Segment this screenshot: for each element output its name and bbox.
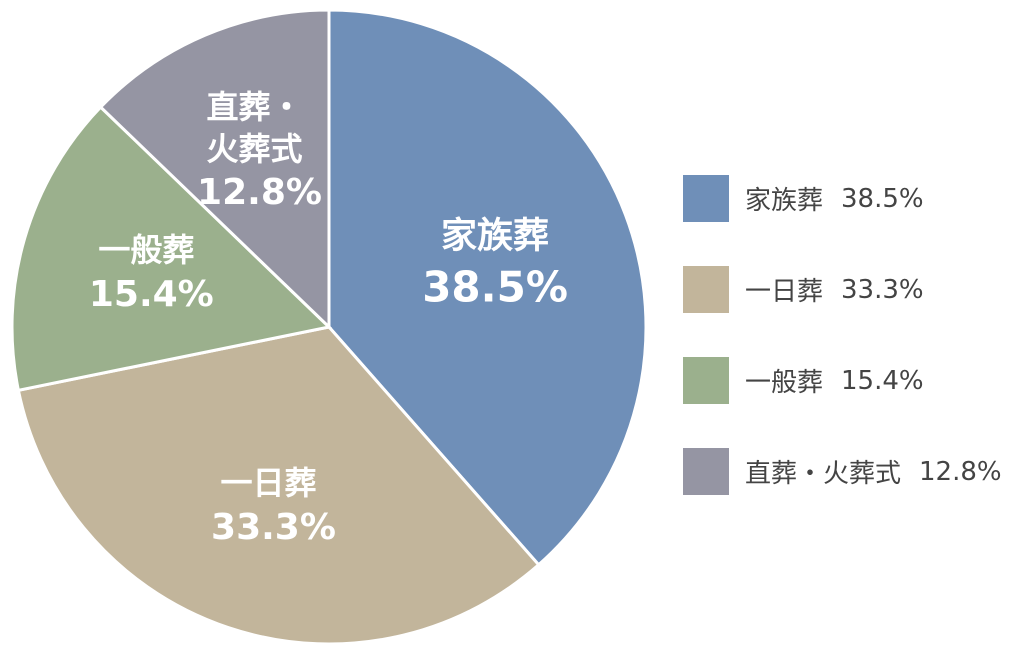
legend-label: 直葬・火葬式	[745, 459, 902, 489]
legend-entry: 家族葬 38.5%	[683, 175, 924, 222]
slice-value: 15.4%	[88, 273, 214, 315]
legend-label: 家族葬	[745, 186, 824, 216]
slice-label: 家族葬 38.5%	[422, 214, 568, 315]
slice-category: 直葬・火葬式	[206, 87, 303, 168]
legend-swatch	[683, 357, 729, 404]
slice-value: 33.3%	[211, 506, 336, 548]
legend-swatch	[683, 175, 729, 222]
legend-value: 15.4%	[841, 365, 924, 396]
slice-category: 一日葬	[220, 464, 317, 503]
pie-slice	[327, 8, 648, 567]
slice-category: 一般葬	[98, 230, 195, 269]
legend-value: 38.5%	[841, 183, 924, 214]
slice-category: 家族葬	[441, 215, 550, 257]
pie-slice	[10, 104, 333, 393]
legend-swatch	[683, 266, 729, 313]
slice-value: 12.8%	[197, 172, 322, 214]
pie-slice	[16, 325, 541, 646]
legend-value: 33.3%	[841, 274, 924, 305]
slice-value: 38.5%	[422, 262, 568, 312]
legend-label: 一日葬	[745, 277, 824, 307]
pie-slice	[98, 8, 331, 331]
slice-label: 一般葬 15.4%	[88, 230, 214, 318]
legend-entry: 一般葬 15.4%	[683, 357, 924, 404]
legend-swatch	[683, 448, 729, 495]
legend-entry: 直葬・火葬式 12.8%	[683, 448, 1002, 495]
legend-value: 12.8%	[919, 456, 1002, 487]
slice-label: 直葬・火葬式 12.8%	[197, 87, 322, 217]
legend-label: 一般葬	[745, 368, 824, 398]
legend-entry: 一日葬 33.3%	[683, 266, 924, 313]
slice-label: 一日葬 33.3%	[211, 463, 336, 551]
